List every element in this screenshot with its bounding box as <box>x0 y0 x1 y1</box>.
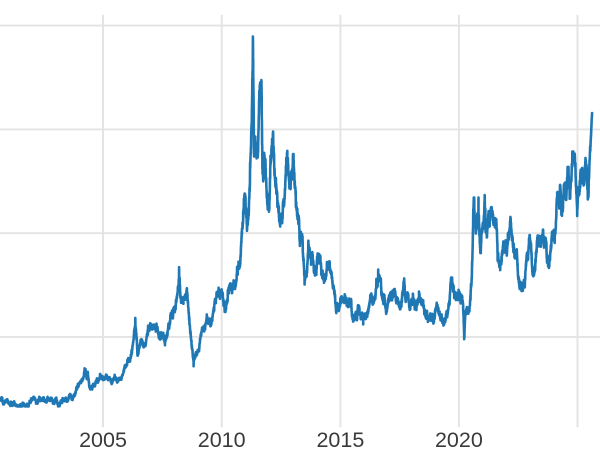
svg-text:2020: 2020 <box>435 428 483 450</box>
svg-text:2015: 2015 <box>316 428 364 450</box>
svg-text:2005: 2005 <box>79 428 127 450</box>
svg-text:2010: 2010 <box>198 428 246 450</box>
